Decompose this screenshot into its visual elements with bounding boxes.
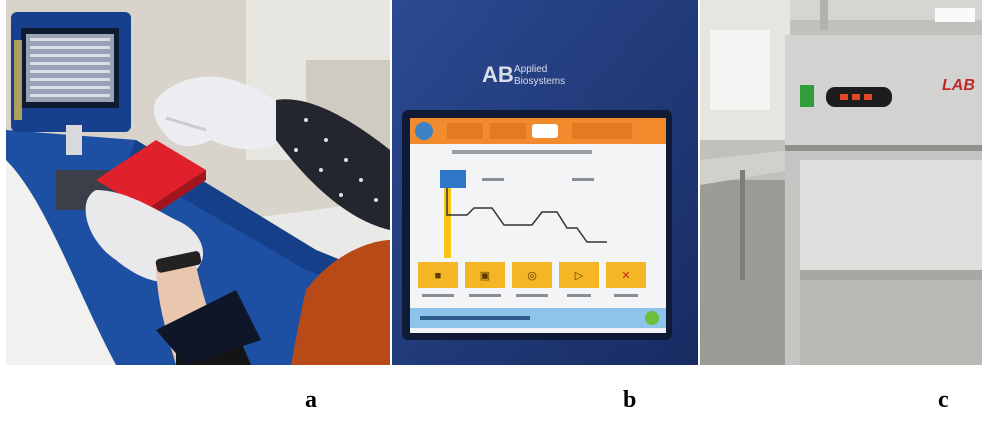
action-button-5[interactable] (606, 262, 646, 288)
graph-progress-bar (444, 188, 451, 258)
photo-panel-c: LAB (700, 0, 982, 365)
power-switch[interactable] (800, 85, 814, 107)
brand-logo: LAB (942, 77, 975, 94)
ice-bin-door[interactable] (800, 160, 982, 270)
caption-c: c (938, 387, 949, 413)
graph-step-highlight (440, 170, 466, 188)
ice-maker-photo: LAB (700, 0, 982, 365)
thermal-cycler-screen-photo: AB Applied Biosystems ■ ▣ ◎ ▷ (392, 0, 698, 365)
pause-icon: ◎ (527, 270, 537, 282)
photo-panel-b: AB Applied Biosystems ■ ▣ ◎ ▷ (392, 0, 698, 365)
caption-b: b (623, 387, 637, 413)
brand-line-2: Biosystems (514, 76, 565, 87)
close-icon: ✕ (621, 270, 630, 282)
applied-biosystems-logo: AB Applied Biosystems (482, 62, 565, 87)
action-buttons: ■ ▣ ◎ ▷ ✕ (418, 262, 646, 297)
pcr-cycler-photo (6, 0, 390, 365)
view-icon: ▣ (480, 270, 490, 282)
action-button-4[interactable] (559, 262, 599, 288)
photo-panel-a (6, 0, 390, 365)
action-button-3[interactable] (512, 262, 552, 288)
thermal-profile-line (446, 188, 607, 243)
action-button-2[interactable] (465, 262, 505, 288)
brand-short: AB (482, 62, 514, 87)
bottom-status-bar (410, 308, 666, 328)
caption-a: a (305, 387, 317, 413)
brand-line-1: Applied (514, 64, 547, 75)
status-indicator-icon (645, 311, 659, 325)
action-button-1[interactable] (418, 262, 458, 288)
stop-icon: ■ (435, 270, 442, 282)
play-icon: ▷ (575, 270, 584, 282)
home-icon (415, 122, 433, 140)
